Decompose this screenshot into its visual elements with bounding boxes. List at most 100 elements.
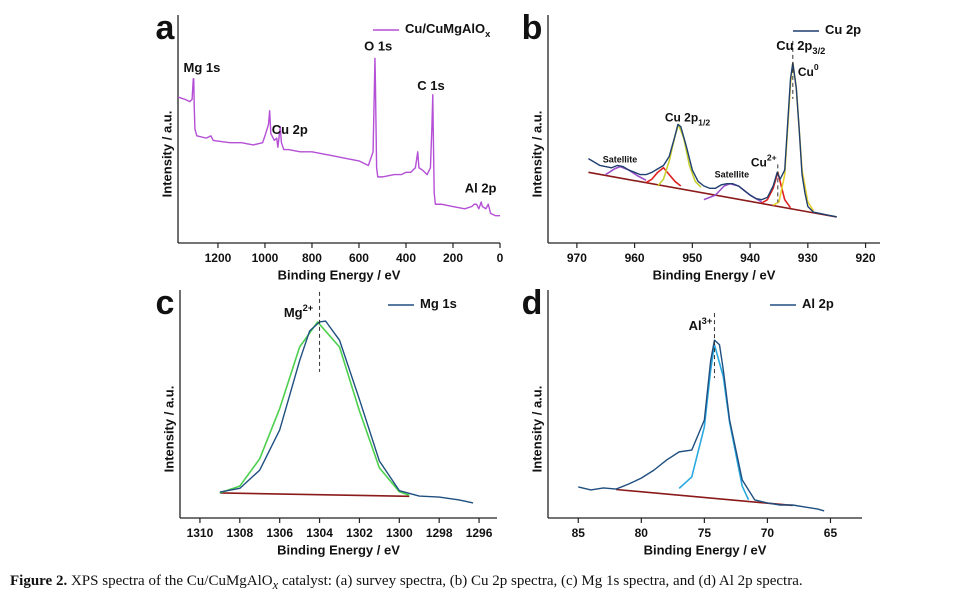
peak-label-text: Cu bbox=[751, 155, 767, 169]
spectrum-line bbox=[678, 343, 750, 501]
x-tick-label: 80 bbox=[635, 526, 649, 540]
y-axis-label: Intensity / a.u. bbox=[529, 111, 544, 198]
legend-label-subscript: x bbox=[485, 29, 491, 39]
y-axis-label: Intensity / a.u. bbox=[159, 111, 174, 198]
x-tick-label: 1296 bbox=[466, 526, 493, 540]
caption-subscript: x bbox=[272, 578, 279, 592]
x-axis-label: Binding Energy / eV bbox=[277, 542, 400, 557]
peak-label-text: Cu bbox=[798, 65, 814, 79]
legend-label: Cu/CuMgAlOx bbox=[405, 21, 491, 39]
legend-label: Cu 2p bbox=[825, 22, 861, 37]
x-tick-label: 70 bbox=[761, 526, 775, 540]
caption-text-end: catalyst: (a) survey spectra, (b) Cu 2p … bbox=[278, 573, 803, 589]
x-tick-label: 200 bbox=[443, 251, 463, 265]
spectrum-line bbox=[177, 57, 500, 217]
panel-label: d bbox=[522, 284, 543, 322]
spectrum-line bbox=[588, 171, 837, 218]
x-tick-label: 960 bbox=[625, 251, 645, 265]
peak-label-superscript: 0 bbox=[814, 62, 819, 72]
y-axis-label: Intensity / a.u. bbox=[529, 386, 544, 473]
peak-label-text: Cu 2p bbox=[776, 38, 812, 53]
x-tick-label: 1302 bbox=[346, 526, 373, 540]
peak-label-text: Mg 1s bbox=[184, 60, 221, 75]
legend-label-text: Al 2p bbox=[802, 296, 834, 311]
peak-label-text: Cu 2p bbox=[272, 122, 308, 137]
peak-label-superscript: 2+ bbox=[767, 153, 777, 163]
x-tick-label: 800 bbox=[302, 251, 322, 265]
x-tick-label: 1300 bbox=[386, 526, 413, 540]
spectrum-line bbox=[616, 488, 793, 507]
peak-label: Cu0 bbox=[798, 62, 819, 79]
legend-label: Mg 1s bbox=[420, 296, 457, 311]
peak-label-text: Satellite bbox=[603, 155, 638, 165]
x-tick-label: 85 bbox=[572, 526, 586, 540]
peak-label-superscript: 2+ bbox=[303, 303, 314, 313]
peak-label-text: O 1s bbox=[364, 39, 392, 54]
peak-label: Cu 2p1/2 bbox=[665, 111, 711, 128]
peak-label: O 1s bbox=[364, 39, 392, 54]
peak-label: Cu 2p bbox=[272, 122, 308, 137]
panel-label: c bbox=[156, 284, 175, 322]
peak-label-subscript: 1/2 bbox=[698, 118, 710, 128]
peak-label-superscript: 3+ bbox=[702, 317, 713, 327]
panel-label: b bbox=[522, 9, 543, 47]
legend-label-text: Cu 2p bbox=[825, 22, 861, 37]
peak-label: Mg2+ bbox=[284, 303, 314, 320]
legend-label: Al 2p bbox=[802, 296, 834, 311]
spectrum-line bbox=[605, 165, 647, 182]
peak-label: Satellite bbox=[603, 155, 638, 165]
x-tick-label: 1298 bbox=[426, 526, 453, 540]
peak-label-text: C 1s bbox=[417, 78, 444, 93]
x-tick-label: 940 bbox=[740, 251, 760, 265]
x-tick-label: 1200 bbox=[205, 251, 232, 265]
peak-label: Al3+ bbox=[689, 317, 713, 334]
x-tick-label: 75 bbox=[698, 526, 712, 540]
x-tick-label: 1306 bbox=[266, 526, 293, 540]
x-tick-label: 950 bbox=[682, 251, 702, 265]
legend-label-text: Mg 1s bbox=[420, 296, 457, 311]
spectrum-line bbox=[588, 62, 837, 218]
legend-label-text: Cu/CuMgAlO bbox=[405, 21, 485, 36]
peak-label-text: Al 2p bbox=[465, 181, 497, 196]
panel-label: a bbox=[156, 9, 176, 47]
x-tick-label: 920 bbox=[856, 251, 876, 265]
caption-label: Figure 2. bbox=[10, 573, 68, 589]
x-tick-label: 1304 bbox=[306, 526, 333, 540]
spectrum-line bbox=[772, 62, 815, 212]
x-tick-label: 600 bbox=[349, 251, 369, 265]
peak-label: Cu 2p3/2 bbox=[776, 38, 825, 56]
peak-label-subscript: 3/2 bbox=[812, 46, 825, 56]
x-tick-label: 65 bbox=[824, 526, 838, 540]
x-tick-label: 400 bbox=[396, 251, 416, 265]
peak-label: Cu2+ bbox=[751, 153, 777, 170]
caption: Figure 2. XPS spectra of the Cu/CuMgAlOx… bbox=[10, 573, 970, 593]
peak-label-text: Mg bbox=[284, 305, 303, 320]
x-tick-label: 1310 bbox=[187, 526, 214, 540]
peak-label: Al 2p bbox=[465, 181, 497, 196]
x-axis-label: Binding Energy / eV bbox=[653, 267, 776, 282]
spectrum-line bbox=[645, 166, 682, 187]
x-tick-label: 0 bbox=[497, 251, 504, 265]
spectrum-line bbox=[578, 339, 825, 512]
x-axis-label: Binding Energy / eV bbox=[644, 542, 767, 557]
spectrum-line bbox=[219, 321, 410, 496]
peak-label-text: Cu 2p bbox=[665, 111, 698, 125]
x-tick-label: 930 bbox=[798, 251, 818, 265]
peak-label-text: Satellite bbox=[715, 170, 750, 180]
x-tick-label: 1000 bbox=[252, 251, 279, 265]
x-tick-label: 1308 bbox=[226, 526, 253, 540]
caption-text: XPS spectra of the Cu/CuMgAlO bbox=[67, 573, 273, 589]
x-tick-label: 970 bbox=[567, 251, 587, 265]
spectrum-line bbox=[219, 320, 474, 504]
peak-label: C 1s bbox=[417, 78, 444, 93]
peak-label: Satellite bbox=[715, 170, 750, 180]
spectrum-line bbox=[219, 492, 410, 498]
x-axis-label: Binding Energy / eV bbox=[278, 267, 401, 282]
peak-label-text: Al bbox=[689, 319, 702, 334]
y-axis-label: Intensity / a.u. bbox=[161, 386, 176, 473]
peak-label: Mg 1s bbox=[184, 60, 221, 75]
spectrum-line bbox=[703, 182, 763, 203]
spectrum-line bbox=[657, 123, 702, 188]
